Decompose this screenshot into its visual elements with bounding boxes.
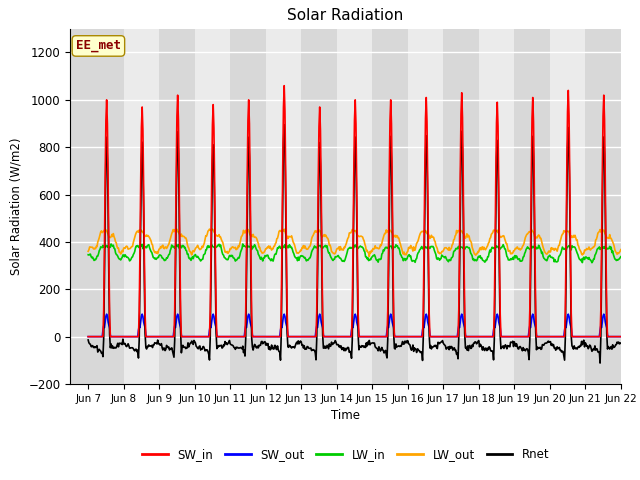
LW_out: [201, 237, 209, 242]
SW_out: [201, 334, 209, 339]
Bar: [124, 29, 159, 384]
Y-axis label: Solar Radiation (W/m2): Solar Radiation (W/m2): [10, 138, 23, 275]
LW_in: [239, 241, 246, 247]
LW_in: [201, 251, 209, 256]
SW_in: [451, 334, 459, 339]
Bar: [266, 29, 301, 384]
Bar: [515, 29, 550, 384]
LW_in: [569, 244, 577, 250]
LW_out: [84, 249, 92, 254]
SW_out: [451, 334, 458, 339]
SW_in: [224, 334, 232, 339]
SW_in: [569, 334, 577, 339]
Bar: [372, 29, 408, 384]
SW_out: [346, 334, 354, 339]
Rnet: [596, 360, 604, 366]
LW_in: [347, 245, 355, 251]
Rnet: [84, 337, 92, 343]
LW_in: [84, 252, 92, 258]
SW_in: [399, 334, 406, 339]
SW_out: [398, 334, 406, 339]
Rnet: [280, 122, 288, 128]
Bar: [479, 29, 515, 384]
Rnet: [451, 348, 459, 353]
Legend: SW_in, SW_out, LW_in, LW_out, Rnet: SW_in, SW_out, LW_in, LW_out, Rnet: [137, 443, 554, 466]
LW_out: [225, 249, 232, 255]
LW_out: [452, 232, 460, 238]
Text: EE_met: EE_met: [76, 39, 121, 52]
LW_out: [365, 253, 373, 259]
SW_out: [600, 311, 607, 317]
LW_out: [205, 226, 213, 232]
Line: SW_out: SW_out: [88, 314, 621, 336]
SW_in: [84, 334, 92, 339]
Rnet: [399, 338, 406, 344]
Rnet: [569, 344, 577, 350]
LW_in: [399, 255, 406, 261]
LW_in: [224, 257, 232, 263]
LW_out: [399, 251, 407, 257]
Bar: [159, 29, 195, 384]
LW_in: [617, 254, 625, 260]
Bar: [337, 29, 372, 384]
LW_out: [570, 233, 577, 239]
Bar: [88, 29, 124, 384]
Rnet: [224, 340, 232, 346]
LW_in: [451, 248, 459, 253]
Rnet: [201, 348, 209, 354]
SW_in: [617, 334, 625, 339]
SW_in: [347, 334, 355, 339]
Bar: [195, 29, 230, 384]
SW_out: [617, 334, 625, 339]
SW_out: [224, 334, 232, 339]
Bar: [444, 29, 479, 384]
LW_in: [588, 260, 596, 265]
LW_out: [617, 247, 625, 252]
Bar: [550, 29, 586, 384]
Title: Solar Radiation: Solar Radiation: [287, 9, 404, 24]
Line: LW_out: LW_out: [88, 229, 621, 256]
Rnet: [617, 340, 625, 346]
Line: Rnet: Rnet: [88, 125, 621, 363]
Line: SW_in: SW_in: [88, 85, 621, 336]
Bar: [586, 29, 621, 384]
Rnet: [347, 349, 355, 355]
SW_in: [201, 334, 209, 339]
Bar: [230, 29, 266, 384]
Line: LW_in: LW_in: [88, 244, 621, 263]
X-axis label: Time: Time: [331, 409, 360, 422]
SW_out: [568, 333, 576, 338]
Bar: [301, 29, 337, 384]
SW_out: [84, 334, 92, 339]
SW_in: [280, 83, 288, 88]
LW_out: [347, 230, 355, 236]
Bar: [408, 29, 444, 384]
